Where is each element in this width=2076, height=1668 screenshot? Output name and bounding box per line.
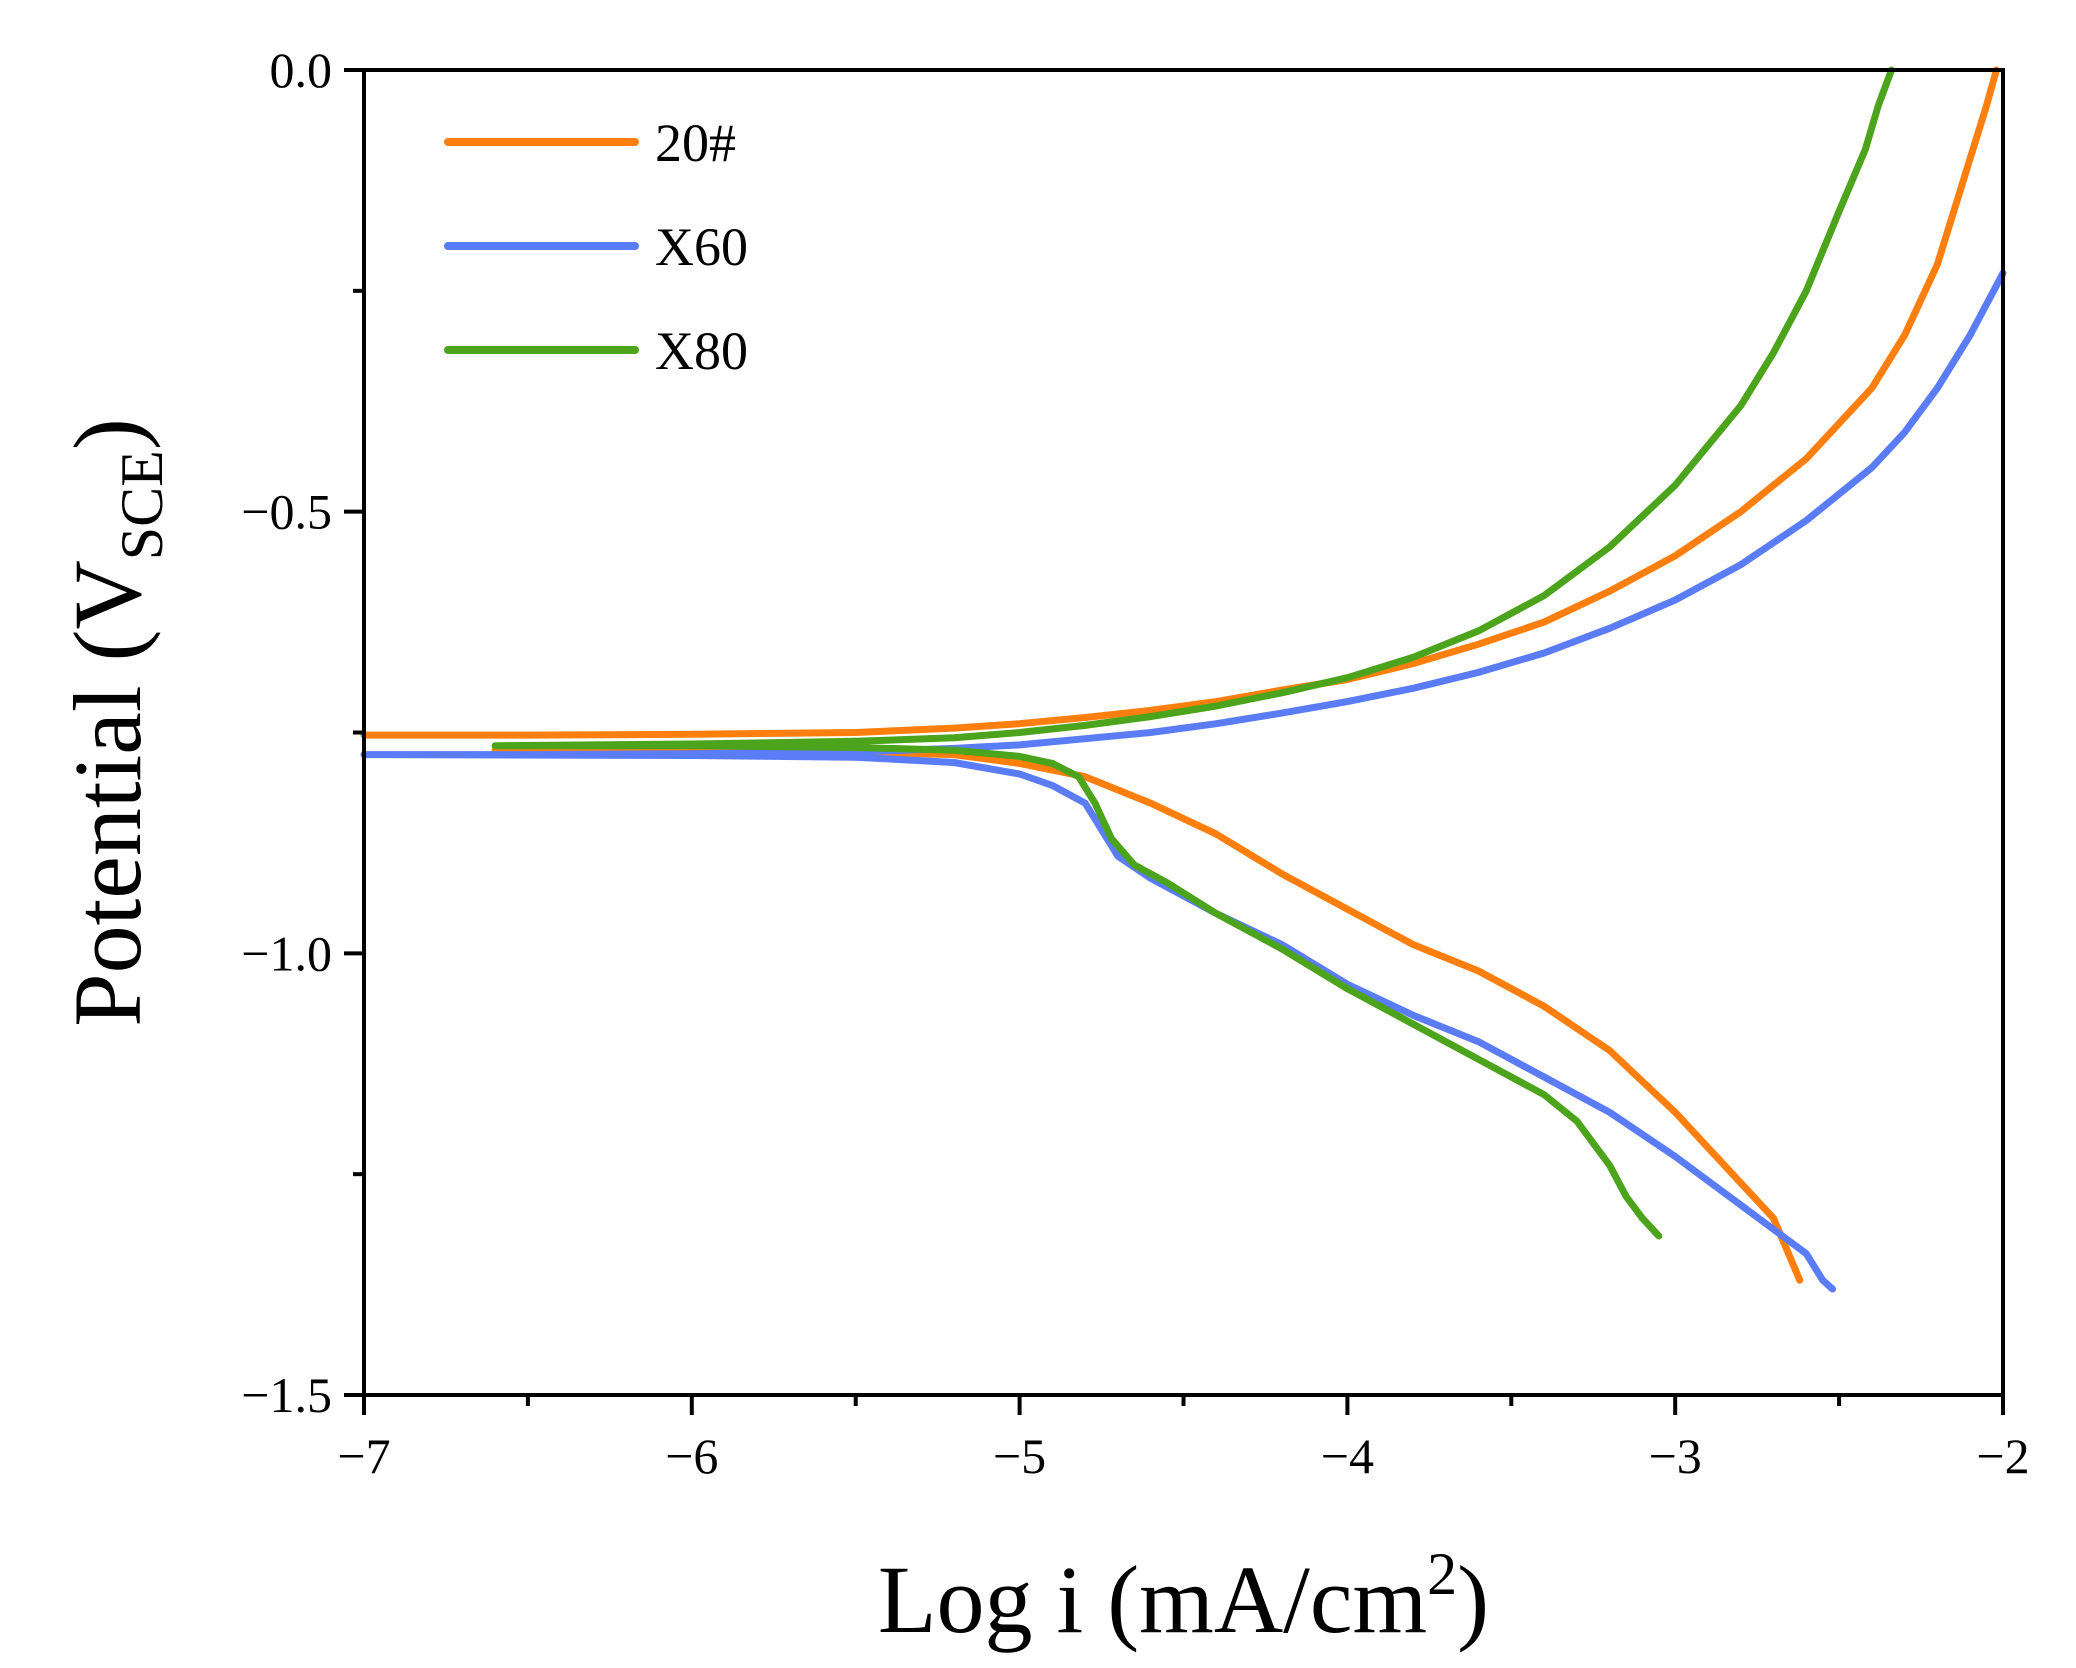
series-line-x60: [360, 269, 2007, 1293]
axis-ticks: [344, 68, 2005, 1415]
legend: 20# X60 X80: [444, 113, 748, 381]
x-axis-title: Log i (mA/cm2): [878, 1541, 1489, 1653]
series-lines: [360, 66, 2007, 1293]
x-tick-label: −5: [993, 1428, 1046, 1484]
x-tick-label: −6: [665, 1428, 718, 1484]
legend-label: X80: [655, 321, 748, 381]
legend-label: X60: [655, 217, 748, 277]
axis-tick-labels: −7 −6 −5 −4 −3 −2 0.0 −0.5 −1.0 −1.5: [241, 42, 2029, 1484]
y-tick-label: 0.0: [270, 42, 333, 98]
x-tick-label: −2: [1976, 1428, 2029, 1484]
series-line-20: [360, 66, 2000, 1284]
y-axis-title: Potential (VSCE): [54, 418, 175, 1027]
y-tick-label: −1.0: [241, 925, 332, 981]
x-tick-label: −7: [337, 1428, 390, 1484]
x-tick-label: −3: [1649, 1428, 1702, 1484]
legend-label: 20#: [655, 113, 736, 173]
series-line-x80: [491, 66, 1895, 1240]
y-tick-label: −0.5: [241, 484, 332, 540]
x-tick-label: −4: [1321, 1428, 1374, 1484]
y-tick-label: −1.5: [241, 1367, 332, 1423]
